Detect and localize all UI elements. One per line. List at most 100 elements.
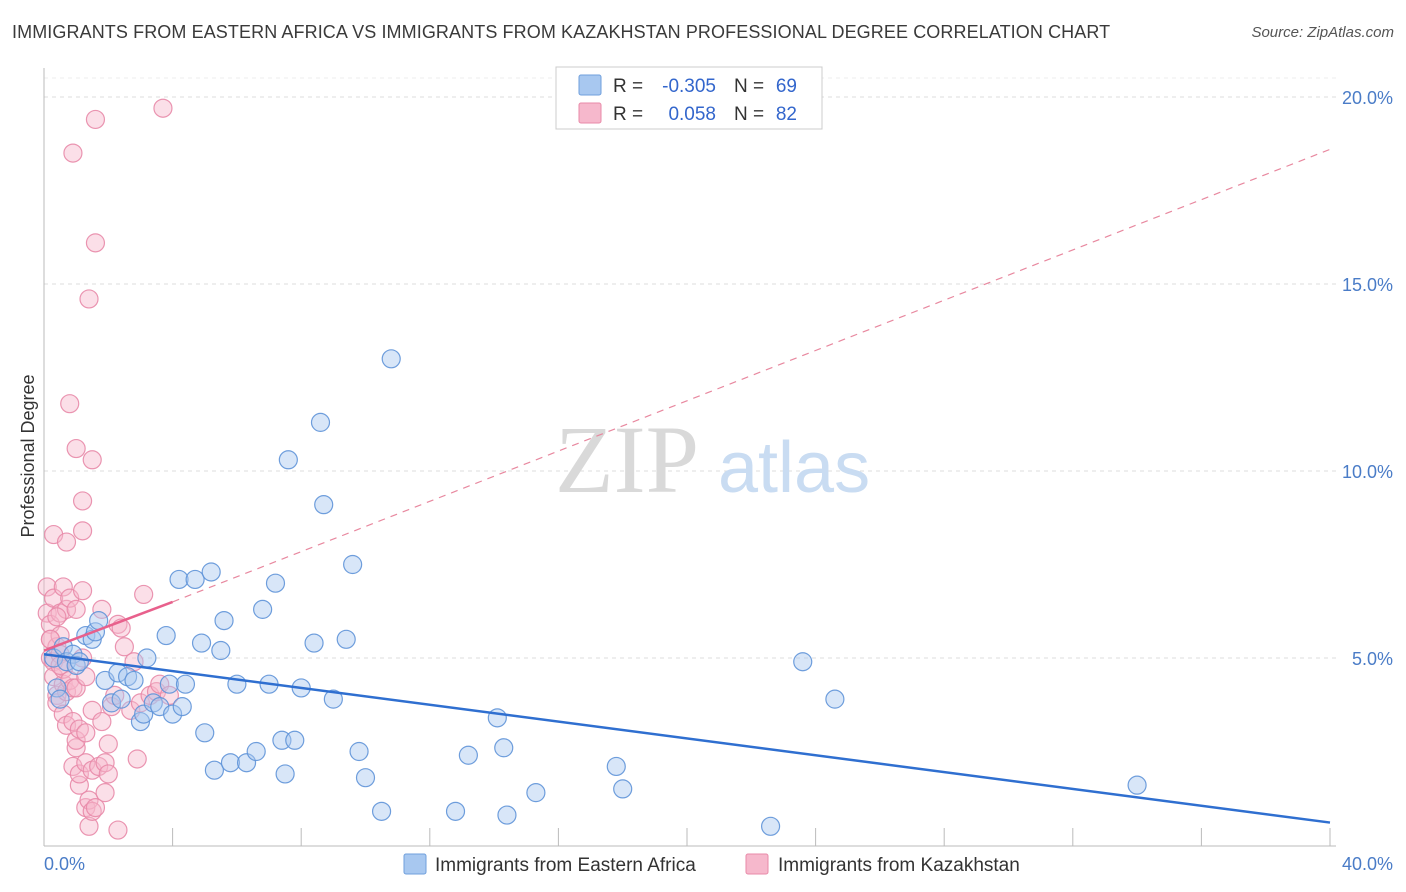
kazakhstan-point-40 (72, 581, 93, 601)
kazakhstan-point-28 (63, 756, 83, 777)
eastern-africa-point-61 (494, 738, 514, 758)
eastern-africa-point-68 (825, 689, 845, 709)
kazakhstan-point-62 (98, 764, 118, 784)
eastern-africa-point-23 (156, 625, 176, 646)
y-tick-labels: 5.0% 10.0% 15.0% 20.0% (1342, 88, 1393, 669)
eastern-africa-point-13 (101, 693, 122, 713)
kazakhstan-point-32 (66, 730, 86, 750)
eastern-africa-point-44 (275, 764, 295, 784)
eastern-africa-point-25 (163, 704, 183, 724)
eastern-africa-point-15 (111, 689, 131, 709)
eastern-africa-point-27 (172, 697, 192, 717)
kazakhstan-point-60 (95, 783, 115, 803)
eastern-africa-point-35 (214, 610, 234, 631)
eastern-africa-point-67 (793, 652, 813, 672)
kazakhstan-point-71 (127, 749, 147, 769)
eastern-africa-point-65 (613, 779, 633, 799)
watermark-zip: ZIP (555, 406, 699, 513)
eastern-africa-point-33 (204, 760, 224, 780)
kazakhstan-point-19 (56, 599, 77, 619)
kazakhstan-point-61 (98, 734, 118, 754)
kazakhstan-point-47 (79, 289, 99, 309)
eastern-africa-point-31 (195, 723, 215, 743)
eastern-africa-point-64 (606, 756, 626, 777)
kazakhstan-point-17 (53, 704, 73, 724)
source-label: Source: ZipAtlas.com (1251, 24, 1394, 41)
kazakhstan-point-68 (114, 637, 134, 657)
kazakhstan-trend-line (43, 600, 174, 652)
eastern-africa-point-32 (201, 562, 221, 582)
series-legend-swatch-kazakhstan (745, 853, 769, 875)
kazakhstan-point-58 (92, 599, 112, 619)
kazakhstan-point-80 (47, 607, 67, 627)
kazakhstan-point-18 (53, 577, 73, 597)
eastern-africa-point-50 (314, 495, 334, 515)
y-tick-label-5: 5.0% (1352, 649, 1393, 669)
kazakhstan-point-22 (56, 532, 77, 552)
eastern-africa-point-30 (191, 633, 212, 653)
kazakhstan-point-65 (108, 820, 128, 840)
kazakhstan-point-48 (79, 790, 99, 810)
eastern-africa-point-66 (760, 816, 781, 836)
kazakhstan-point-31 (66, 738, 86, 758)
kazakhstan-point-36 (69, 764, 89, 784)
series-kazakhstan-points (37, 98, 179, 840)
trend-lines (43, 148, 1331, 824)
eastern-africa-point-7 (69, 652, 89, 672)
legend-r-value-1: -0.305 (662, 76, 716, 97)
series-legend: Immigrants from Eastern Africa Immigrant… (403, 853, 1020, 876)
y-tick-label-15: 15.0% (1342, 275, 1393, 295)
eastern-africa-point-62 (497, 805, 517, 825)
kazakhstan-point-26 (63, 711, 83, 732)
eastern-africa-point-59 (458, 745, 478, 765)
legend-r-label-2: R = (613, 104, 643, 125)
kazakhstan-point-49 (82, 450, 102, 470)
legend-swatch-eastern-africa (578, 74, 602, 96)
kazakhstan-point-25 (60, 394, 80, 414)
kazakhstan-point-29 (63, 143, 83, 163)
eastern-africa-point-42 (265, 573, 286, 593)
eastern-africa-point-40 (253, 599, 273, 619)
y-tick-label-20: 20.0% (1342, 88, 1393, 108)
eastern-africa-point-57 (381, 349, 401, 369)
series-legend-label-eastern-africa: Immigrants from Eastern Africa (435, 855, 696, 876)
eastern-africa-point-52 (336, 629, 356, 649)
kazakhstan-point-38 (72, 491, 93, 511)
kazakhstan-point-55 (85, 797, 106, 818)
legend-n-label-1: N = (734, 76, 764, 97)
kazakhstan-point-35 (69, 775, 89, 795)
eastern-africa-point-24 (159, 674, 179, 694)
eastern-africa-point-2 (50, 689, 70, 709)
kazakhstan-point-54 (85, 109, 106, 130)
eastern-africa-point-63 (526, 783, 546, 803)
legend-n-label-2: N = (734, 104, 764, 125)
x-ticks (43, 828, 1331, 846)
gridlines (44, 77, 1336, 659)
y-axis-label: Professional Degree (18, 374, 38, 537)
watermark-atlas: atlas (718, 428, 870, 508)
kazakhstan-point-6 (44, 667, 64, 687)
eastern-africa-point-58 (445, 801, 466, 821)
kazakhstan-point-53 (85, 233, 106, 253)
kazakhstan-point-46 (79, 816, 99, 836)
kazakhstan-point-39 (72, 521, 93, 541)
eastern-africa-point-39 (246, 741, 266, 762)
kazakhstan-point-73 (134, 584, 154, 605)
legend-r-value-2: 0.058 (668, 104, 716, 125)
eastern-africa-point-17 (124, 670, 144, 691)
legend-n-value-2: 82 (776, 104, 797, 125)
eastern-africa-point-56 (371, 801, 392, 821)
kazakhstan-point-0 (37, 577, 57, 597)
eastern-africa-point-48 (304, 633, 324, 653)
eastern-africa-point-28 (175, 674, 196, 694)
eastern-africa-point-6 (66, 655, 86, 676)
kazakhstan-point-77 (153, 98, 173, 118)
eastern-africa-point-51 (323, 689, 343, 709)
kazakhstan-point-59 (95, 753, 115, 773)
series-legend-label-kazakhstan: Immigrants from Kazakhstan (778, 855, 1020, 876)
kazakhstan-trend-extended (172, 148, 1331, 603)
eastern-africa-point-20 (137, 648, 157, 668)
series-eastern-africa-points (44, 349, 1147, 836)
correlation-legend: R = -0.305 N = 69 R = 0.058 N = 82 (555, 66, 823, 130)
kazakhstan-point-52 (82, 801, 102, 821)
